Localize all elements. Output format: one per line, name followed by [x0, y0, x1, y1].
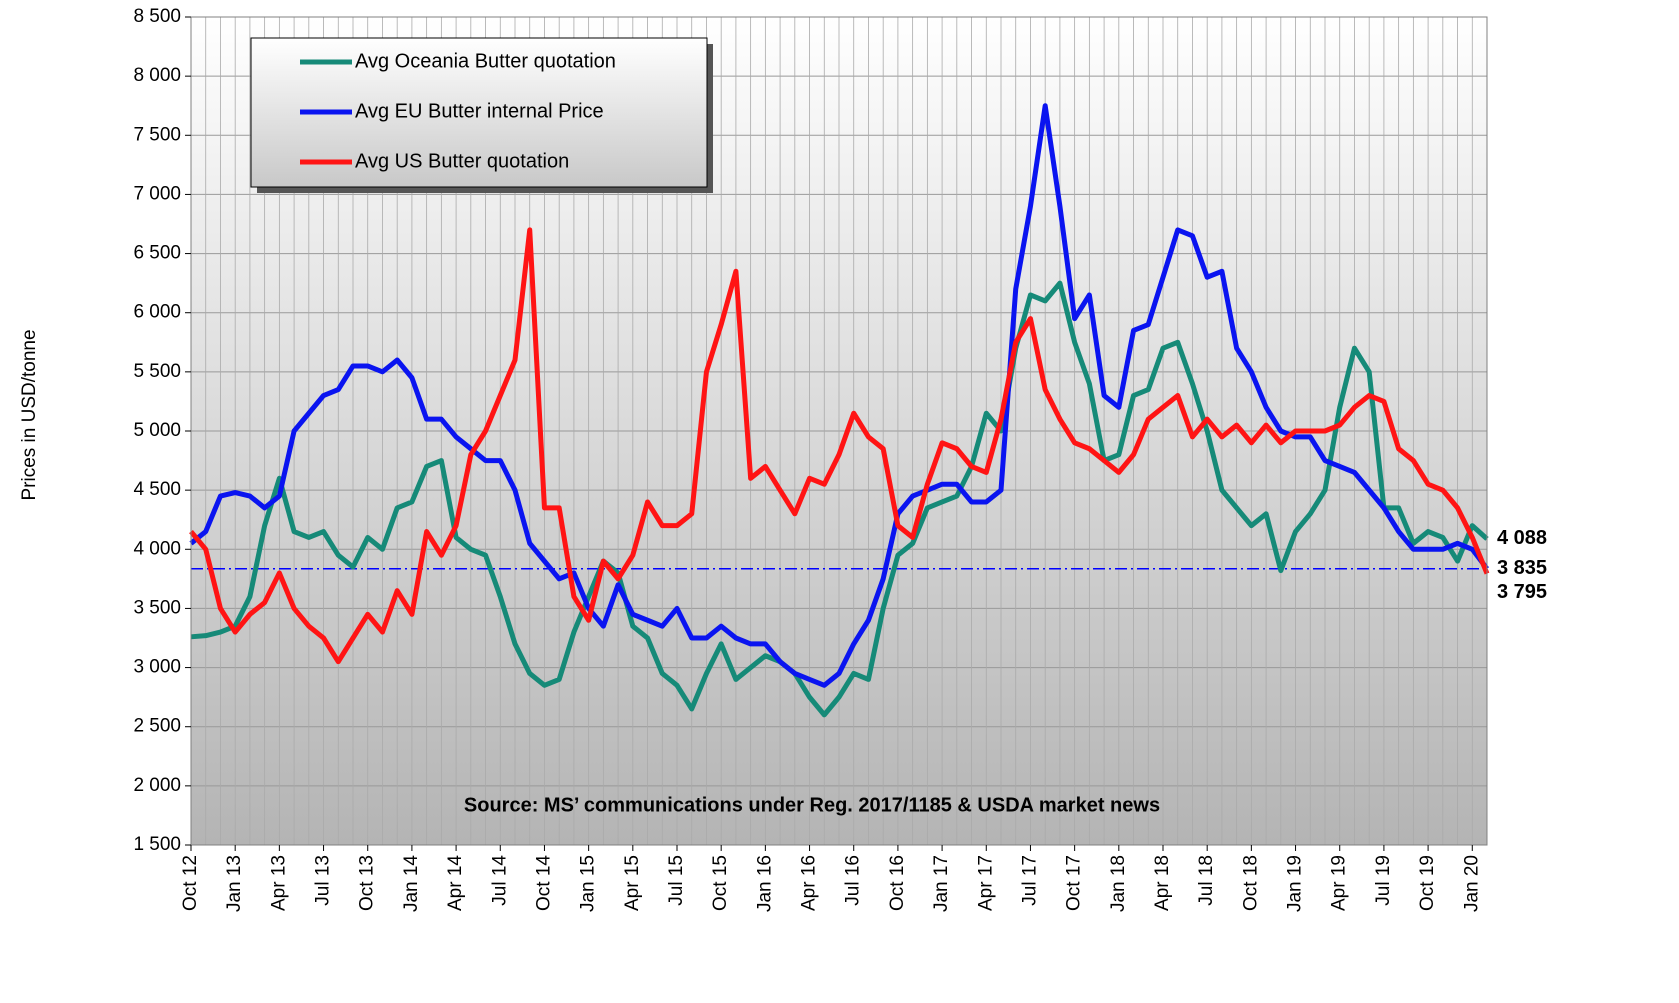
x-tick-label: Jan 13 — [224, 855, 245, 912]
x-tick-label: Oct 17 — [1064, 855, 1085, 911]
y-axis-label: Prices in USD/tonne — [19, 329, 40, 500]
x-tick-label: Apr 13 — [268, 855, 289, 911]
y-tick-label: 6 500 — [133, 243, 181, 264]
y-tick-label: 7 000 — [133, 183, 181, 204]
x-tick-label: Apr 14 — [445, 855, 466, 911]
y-tick-label: 1 500 — [133, 834, 181, 855]
y-tick-label: 8 000 — [133, 65, 181, 86]
legend-label: Avg US Butter quotation — [355, 150, 569, 172]
x-tick-label: Jul 16 — [843, 855, 864, 906]
y-tick-label: 3 000 — [133, 657, 181, 678]
x-tick-label: Jul 18 — [1196, 855, 1217, 906]
y-tick-label: 4 500 — [133, 479, 181, 500]
end-value-label: 3 795 — [1497, 581, 1547, 603]
x-tick-label: Jan 17 — [931, 855, 952, 912]
y-tick-label: 5 500 — [133, 361, 181, 382]
y-tick-label: 2 000 — [133, 775, 181, 796]
x-tick-label: Apr 15 — [622, 855, 643, 911]
source-note: Source: MS’ communications under Reg. 20… — [464, 794, 1160, 816]
x-tick-label: Jan 18 — [1108, 855, 1129, 912]
x-tick-label: Oct 16 — [887, 855, 908, 911]
series-line — [189, 103, 1489, 688]
x-tick-label: Oct 19 — [1417, 855, 1438, 911]
x-tick-label: Oct 15 — [710, 855, 731, 911]
x-tick-label: Apr 17 — [975, 855, 996, 911]
y-tick-label: 6 000 — [133, 302, 181, 323]
x-tick-label: Jan 20 — [1461, 855, 1482, 912]
end-value-label: 4 088 — [1497, 527, 1547, 549]
series-line — [190, 280, 1489, 718]
x-tick-label: Jan 14 — [401, 855, 422, 912]
x-tick-label: Jul 14 — [489, 855, 510, 906]
x-tick-label: Apr 18 — [1152, 855, 1173, 911]
end-value-label: 3 835 — [1497, 557, 1547, 579]
x-tick-label: Apr 19 — [1329, 855, 1350, 911]
y-tick-label: 8 500 — [133, 6, 181, 27]
x-tick-label: Oct 13 — [357, 855, 378, 911]
series-line — [189, 227, 1490, 665]
x-tick-label: Apr 16 — [799, 855, 820, 911]
y-tick-label: 4 000 — [133, 538, 181, 559]
legend-label: Avg Oceania Butter quotation — [355, 50, 616, 72]
x-tick-label: Jul 13 — [313, 855, 334, 906]
x-tick-label: Oct 12 — [180, 855, 201, 911]
y-tick-label: 5 000 — [133, 420, 181, 441]
x-tick-label: Jan 16 — [754, 855, 775, 912]
y-tick-label: 2 500 — [133, 716, 181, 737]
x-tick-label: Jul 17 — [1019, 855, 1040, 906]
y-tick-label: 7 500 — [133, 124, 181, 145]
x-tick-label: Jul 19 — [1373, 855, 1394, 906]
legend-label: Avg EU Butter internal Price — [355, 100, 604, 122]
x-tick-label: Jan 19 — [1285, 855, 1306, 912]
y-tick-label: 3 500 — [133, 597, 181, 618]
x-tick-label: Oct 18 — [1240, 855, 1261, 911]
x-tick-label: Jan 15 — [578, 855, 599, 912]
x-tick-label: Oct 14 — [533, 855, 554, 911]
x-tick-label: Jul 15 — [666, 855, 687, 906]
